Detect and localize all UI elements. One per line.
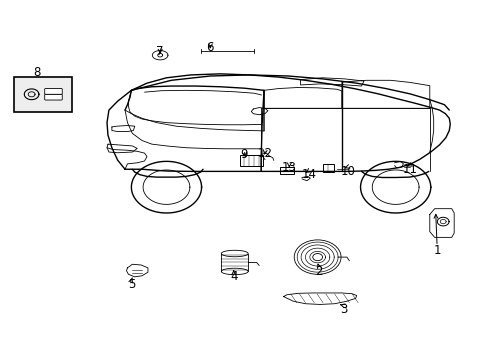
- Text: 14: 14: [301, 168, 316, 181]
- Bar: [239, 155, 263, 166]
- Text: 5: 5: [127, 278, 135, 291]
- Text: 7: 7: [156, 45, 163, 58]
- Bar: [14, 77, 72, 112]
- Bar: [279, 167, 294, 174]
- Text: 12: 12: [258, 147, 272, 159]
- Text: 10: 10: [340, 165, 355, 177]
- FancyBboxPatch shape: [44, 89, 62, 94]
- Text: 1: 1: [432, 244, 440, 257]
- Text: 11: 11: [402, 163, 417, 176]
- Text: 6: 6: [206, 41, 214, 54]
- FancyBboxPatch shape: [44, 94, 62, 100]
- Text: 4: 4: [229, 270, 237, 283]
- Text: 8: 8: [34, 66, 41, 79]
- Text: 2: 2: [315, 265, 322, 278]
- Text: 3: 3: [339, 303, 346, 316]
- Text: 13: 13: [282, 161, 296, 174]
- Text: 9: 9: [239, 148, 247, 161]
- Bar: [322, 164, 333, 172]
